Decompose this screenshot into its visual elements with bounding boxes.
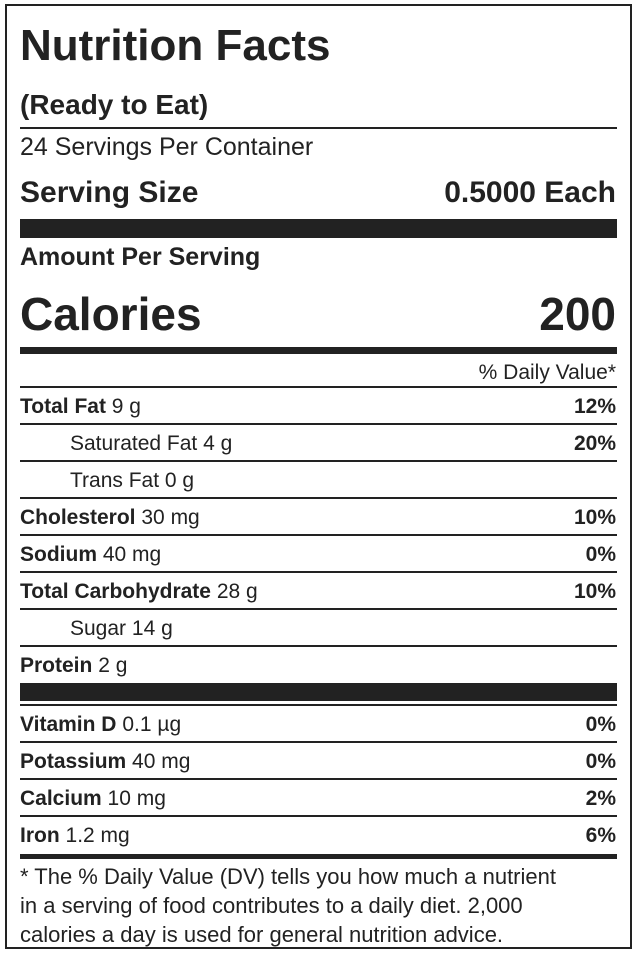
divider: [20, 704, 617, 706]
divider: [20, 347, 617, 354]
daily-value: 10%: [573, 580, 616, 603]
nutrient-row: Potassium 40 mg: [20, 751, 190, 772]
daily-value: 20%: [573, 432, 616, 455]
nutrient-amount: 10 mg: [107, 787, 166, 810]
daily-value: 10%: [573, 506, 616, 529]
nutrient-amount: 4 g: [203, 432, 233, 455]
nutrient-row: Total Carbohydrate 28 g: [20, 581, 258, 602]
footnote-line: calories a day is used for general nutri…: [20, 922, 504, 947]
nutrient-row: Cholesterol 30 mg: [20, 507, 200, 528]
amount-heading: Amount Per Serving: [20, 243, 261, 271]
divider: [20, 683, 617, 701]
nutrient-name: Protein: [20, 654, 93, 677]
nutrient-amount: 0.1 µg: [122, 713, 182, 736]
dv-heading: % Daily Value*: [478, 361, 616, 384]
divider: [20, 778, 617, 780]
divider: [20, 386, 617, 388]
daily-value: 0%: [585, 713, 616, 736]
nutrient-amount: 30 mg: [141, 506, 200, 529]
divider: [20, 815, 617, 817]
nutrient-amount: 28 g: [216, 580, 258, 603]
daily-value: 0%: [585, 750, 616, 773]
nutrition-label: Nutrition Facts (Ready to Eat) 24 Servin…: [5, 4, 632, 949]
nutrient-row: Sodium 40 mg: [20, 544, 161, 565]
serving-size: 0.5000 Each: [444, 176, 616, 209]
nutrient-amount: 0 g: [164, 469, 195, 492]
divider: [20, 534, 617, 536]
daily-value: 2%: [585, 787, 616, 810]
nutrient-name: Sugar: [70, 617, 127, 640]
nutrient-row: Vitamin D 0.1 µg: [20, 714, 181, 735]
divider: [20, 645, 617, 647]
serving-size-label: Serving Size: [20, 176, 199, 209]
divider: [20, 127, 617, 129]
calories-value: 200: [539, 288, 616, 340]
daily-value: 12%: [573, 395, 616, 418]
nutrient-row: Total Fat 9 g: [20, 396, 141, 417]
nutrient-name: Calcium: [20, 787, 102, 810]
nutrient-row: Sugar 14 g: [70, 618, 173, 639]
divider: [20, 854, 617, 859]
divider: [20, 571, 617, 573]
nutrient-amount: 40 mg: [102, 543, 162, 566]
divider: [20, 741, 617, 743]
subtitle: (Ready to Eat): [20, 89, 209, 120]
nutrient-name: Cholesterol: [20, 506, 136, 529]
nutrient-name: Trans Fat: [70, 469, 160, 492]
nutrient-amount: 40 mg: [132, 750, 191, 773]
nutrient-name: Sodium: [20, 543, 97, 566]
nutrient-name: Total Carbohydrate: [20, 580, 211, 603]
divider: [20, 423, 617, 425]
calories-label: Calories: [20, 288, 202, 340]
nutrient-row: Trans Fat 0 g: [70, 470, 194, 491]
servings: 24 Servings Per Container: [20, 133, 314, 161]
nutrient-row: Calcium 10 mg: [20, 788, 166, 809]
nutrient-row: Iron 1.2 mg: [20, 825, 130, 846]
nutrient-name: Iron: [20, 824, 60, 847]
nutrient-name: Total Fat: [20, 395, 106, 418]
nutrient-name: Potassium: [20, 750, 127, 773]
divider: [20, 219, 617, 238]
divider: [20, 497, 617, 499]
nutrient-row: Saturated Fat 4 g: [70, 433, 232, 454]
title: Nutrition Facts: [20, 21, 331, 70]
daily-value: 6%: [585, 824, 616, 847]
nutrient-name: Saturated Fat: [70, 432, 198, 455]
nutrient-amount: 9 g: [111, 395, 141, 418]
nutrient-amount: 1.2 mg: [65, 824, 130, 847]
daily-value: 0%: [585, 543, 616, 566]
footnote-line: in a serving of food contributes to a da…: [20, 893, 523, 918]
nutrient-amount: 2 g: [98, 654, 128, 677]
divider: [20, 608, 617, 610]
divider: [20, 460, 617, 462]
nutrient-name: Vitamin D: [20, 713, 117, 736]
nutrient-amount: 14 g: [131, 617, 173, 640]
footnote-line: * The % Daily Value (DV) tells you how m…: [20, 864, 556, 889]
nutrient-row: Protein 2 g: [20, 655, 127, 676]
